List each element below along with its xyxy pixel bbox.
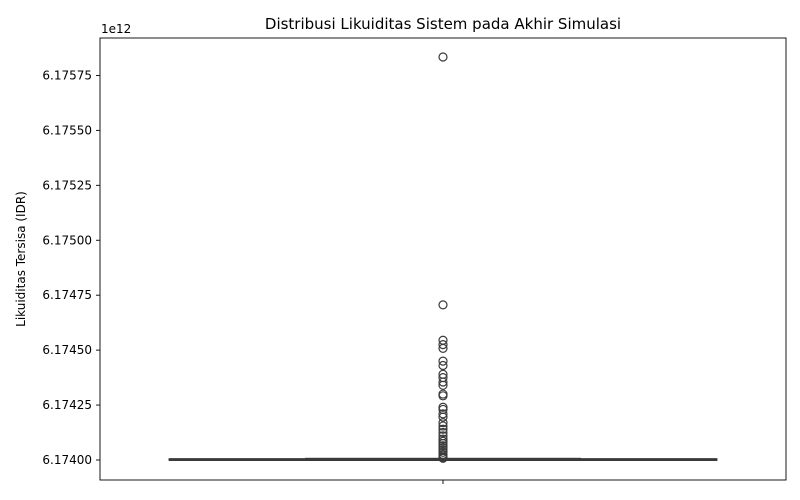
outlier-point <box>438 377 448 387</box>
outlier-point <box>438 427 448 438</box>
y-tick-label: 6.17550 <box>42 123 92 137</box>
outlier-point <box>438 340 448 350</box>
outlier-point <box>438 391 448 401</box>
outlier-point <box>438 412 448 422</box>
y-tick-label: 6.17450 <box>42 343 92 357</box>
outlier-point <box>438 300 448 310</box>
outlier-point <box>438 453 448 463</box>
y-tick-label: 6.17475 <box>42 288 92 302</box>
outlier-point <box>438 424 448 434</box>
outlier-point <box>438 356 448 366</box>
outlier-point <box>438 343 448 353</box>
outlier-point <box>438 409 448 419</box>
y-tick-label: 6.17500 <box>42 233 92 247</box>
y-tick-label: 6.17400 <box>42 453 92 467</box>
outlier-point <box>438 360 448 371</box>
y-tick-label: 6.17425 <box>42 398 92 412</box>
chart-title: Distribusi Likuiditas Sistem pada Akhir … <box>265 15 621 33</box>
y-axis-label: Likuiditas Tersisa (IDR) <box>14 191 28 327</box>
plot-frame <box>99 37 787 481</box>
y-tick-label: 6.17575 <box>42 68 92 82</box>
outlier-point <box>438 421 448 431</box>
y-tick-label: 6.17525 <box>42 178 92 192</box>
outlier-point <box>438 380 448 390</box>
outlier-point <box>438 418 448 428</box>
y-offset-label: 1e12 <box>101 22 131 36</box>
outlier-point <box>438 52 448 62</box>
